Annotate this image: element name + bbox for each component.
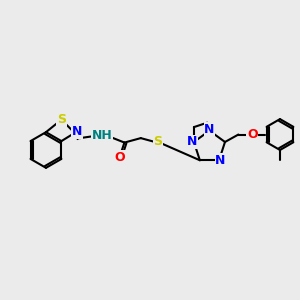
Text: N: N — [204, 123, 214, 136]
Text: N: N — [72, 125, 82, 138]
Text: N: N — [187, 136, 198, 148]
Text: O: O — [247, 128, 258, 141]
Text: O: O — [115, 151, 125, 164]
Text: NH: NH — [92, 129, 112, 142]
Text: N: N — [215, 154, 226, 167]
Text: S: S — [57, 113, 66, 126]
Text: S: S — [153, 136, 162, 148]
